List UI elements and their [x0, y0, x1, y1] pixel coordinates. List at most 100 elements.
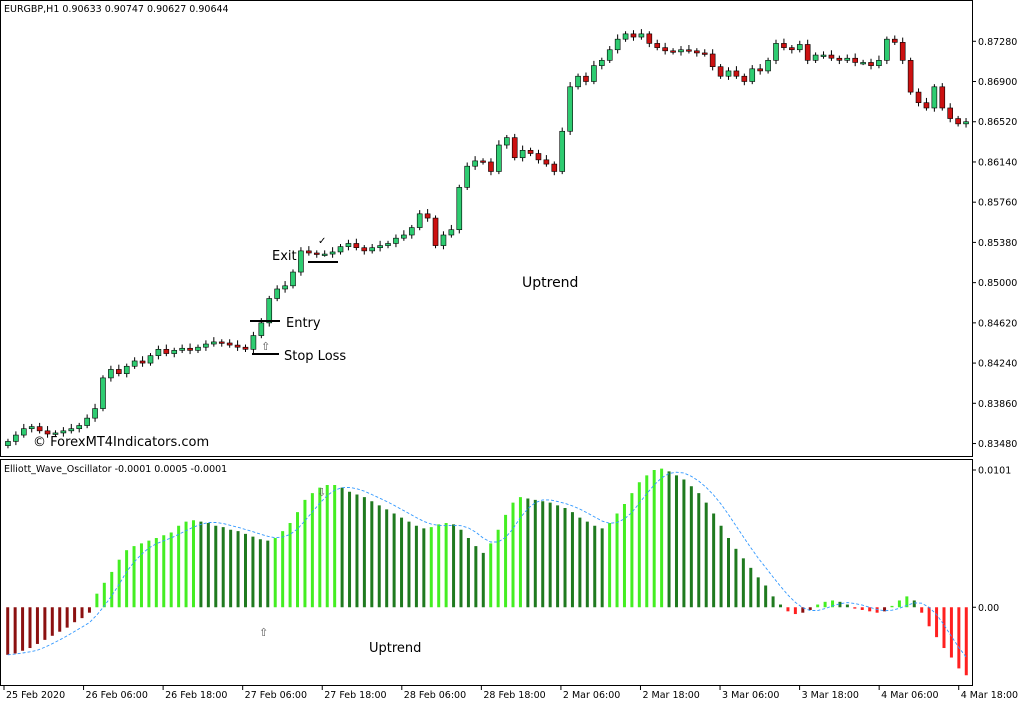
price-axis: 0.87280 0.86900 0.86520 0.86140 0.85760 0.853… [972, 37, 1017, 450]
price-tick-label: 0.83860 [978, 399, 1017, 410]
bull-candle [591, 65, 597, 82]
bear-candle [187, 347, 193, 351]
entry-label: Entry [286, 316, 321, 331]
bull-candle [321, 253, 328, 256]
bull-candle [575, 75, 581, 88]
bull-candle [377, 245, 383, 249]
bull-candle [844, 57, 851, 61]
price-tick-label: 0.86520 [978, 117, 1017, 128]
bear-candle [163, 349, 170, 354]
bull-candle [931, 86, 938, 109]
bull-candle [496, 144, 502, 172]
bear-candle [218, 341, 225, 344]
time-axis: 25 Feb 2020 26 Feb 06:00 26 Feb 18:00 27 Fe… [3, 686, 1018, 701]
bear-candle [480, 160, 486, 163]
bear-candle [947, 107, 954, 119]
bear-candle [907, 60, 914, 93]
price-tick-label: 0.86140 [978, 157, 1017, 168]
osc-arrow-down-icon: ⇩ [317, 486, 326, 499]
bull-candle [559, 130, 566, 172]
bear-candle [670, 50, 676, 53]
bull-candle [796, 44, 803, 51]
bull-candle [622, 33, 629, 40]
bear-candle [511, 137, 518, 159]
price-tick-label: 0.84240 [978, 359, 1017, 370]
time-tick-label: 26 Feb 18:00 [165, 690, 227, 701]
bear-candle [757, 68, 763, 72]
bull-candle [76, 425, 83, 430]
bull-candle [860, 62, 866, 65]
price-tick-label: 0.83480 [978, 439, 1017, 450]
bull-candle [765, 60, 771, 72]
osc-tick-label: 0.00 [978, 603, 999, 614]
bear-candle [686, 49, 692, 52]
stop-loss-label: Stop Loss [284, 349, 346, 364]
bull-candle [884, 38, 890, 61]
bull-candle [963, 121, 969, 125]
candlestick-series [5, 29, 969, 449]
bull-candle [147, 355, 154, 364]
bull-candle [84, 417, 90, 426]
bear-candle [116, 369, 122, 374]
bull-candle [131, 360, 138, 367]
bull-candle [385, 243, 391, 246]
bear-candle [432, 217, 439, 246]
bear-candle [353, 243, 360, 249]
signal-line-path [7, 471, 967, 658]
bull-candle [211, 341, 217, 345]
oscillator-axis: 0.0101 0.00 [972, 466, 1011, 614]
bear-candle [733, 70, 740, 77]
bear-candle [701, 52, 708, 55]
bull-candle [108, 369, 114, 379]
bull-candle [678, 49, 684, 53]
price-tick-label: 0.85380 [978, 238, 1017, 249]
bear-candle [543, 159, 550, 165]
bull-candle [155, 349, 162, 356]
bull-candle [812, 54, 819, 61]
time-tick-label: 27 Feb 06:00 [245, 690, 307, 701]
entry-arrow-up-icon: ⇧ [261, 340, 270, 353]
bull-candle [68, 428, 75, 432]
bear-candle [551, 163, 558, 172]
bull-candle [749, 68, 756, 82]
bull-candle [503, 137, 510, 146]
bull-candle [773, 43, 779, 61]
time-tick-label: 28 Feb 18:00 [483, 690, 545, 701]
time-tick-label: 2 Mar 18:00 [642, 690, 699, 701]
bull-candle [282, 285, 288, 290]
time-tick-label: 25 Feb 2020 [6, 690, 65, 701]
bear-candle [306, 250, 312, 254]
price-trend-label: Uptrend [522, 275, 578, 291]
price-tick-label: 0.84620 [978, 318, 1017, 329]
bear-candle [828, 54, 835, 59]
bull-candle [250, 335, 257, 350]
bull-candle [5, 441, 11, 446]
bull-candle [274, 288, 280, 299]
bear-candle [852, 57, 858, 63]
bull-candle [100, 377, 106, 409]
bull-candle [519, 150, 526, 159]
time-tick-label: 27 Feb 18:00 [324, 690, 386, 701]
bear-candle [836, 57, 843, 61]
bear-candle [868, 62, 874, 66]
bear-candle [709, 53, 716, 67]
bear-candle [242, 346, 249, 350]
bear-candle [891, 38, 898, 43]
time-tick-label: 4 Mar 18:00 [961, 690, 1018, 701]
bull-candle [606, 49, 613, 61]
bear-candle [955, 118, 961, 125]
bull-candle [203, 343, 209, 348]
bull-candle [20, 428, 27, 436]
bear-candle [899, 42, 906, 61]
bear-candle [939, 86, 946, 109]
price-panel-header: EURGBP,H1 0.90633 0.90747 0.90627 0.9064… [4, 4, 229, 15]
bull-candle [440, 234, 447, 246]
time-tick-label: 3 Mar 06:00 [722, 690, 779, 701]
bull-candle [472, 160, 478, 167]
bull-candle [329, 251, 336, 255]
bear-candle [488, 161, 494, 172]
bull-candle [456, 187, 463, 231]
bear-candle [313, 252, 320, 255]
bear-candle [139, 360, 146, 364]
bull-candle [28, 426, 35, 430]
